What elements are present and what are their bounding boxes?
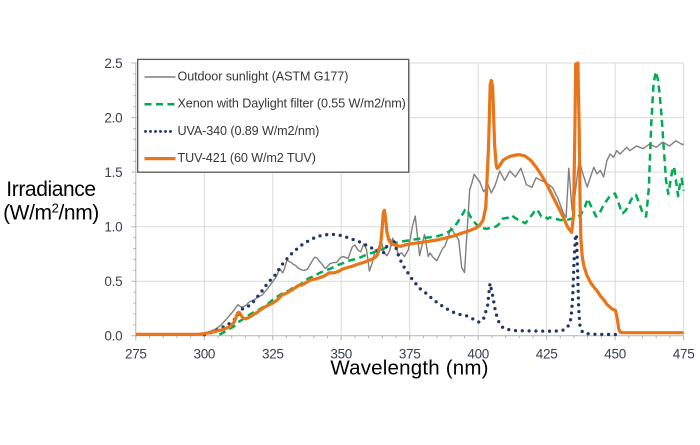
svg-text:425: 425 xyxy=(536,347,558,362)
svg-text:(W/m2/nm): (W/m2/nm) xyxy=(3,201,99,225)
svg-text:UVA-340 (0.89 W/m2/nm): UVA-340 (0.89 W/m2/nm) xyxy=(178,124,320,138)
svg-text:Outdoor sunlight (ASTM G177): Outdoor sunlight (ASTM G177) xyxy=(178,69,349,83)
svg-text:325: 325 xyxy=(262,347,284,362)
svg-text:450: 450 xyxy=(604,347,626,362)
svg-text:375: 375 xyxy=(399,347,421,362)
svg-text:Xenon with Daylight filter (0.: Xenon with Daylight filter (0.55 W/m2/nm… xyxy=(178,97,406,111)
svg-text:300: 300 xyxy=(193,347,215,362)
svg-text:1.5: 1.5 xyxy=(104,165,122,180)
svg-text:TUV-421 (60 W/m2 TUV): TUV-421 (60 W/m2 TUV) xyxy=(178,151,316,165)
svg-text:1.0: 1.0 xyxy=(104,220,122,235)
svg-text:0.0: 0.0 xyxy=(104,329,122,344)
svg-text:475: 475 xyxy=(673,347,695,362)
svg-text:2.0: 2.0 xyxy=(104,110,122,125)
svg-text:275: 275 xyxy=(125,347,147,362)
svg-text:Irradiance: Irradiance xyxy=(6,178,95,201)
svg-text:350: 350 xyxy=(330,347,352,362)
svg-text:400: 400 xyxy=(467,347,489,362)
svg-text:0.5: 0.5 xyxy=(104,274,122,289)
svg-text:Wavelength (nm): Wavelength (nm) xyxy=(330,357,488,380)
svg-text:2.5: 2.5 xyxy=(104,56,122,71)
